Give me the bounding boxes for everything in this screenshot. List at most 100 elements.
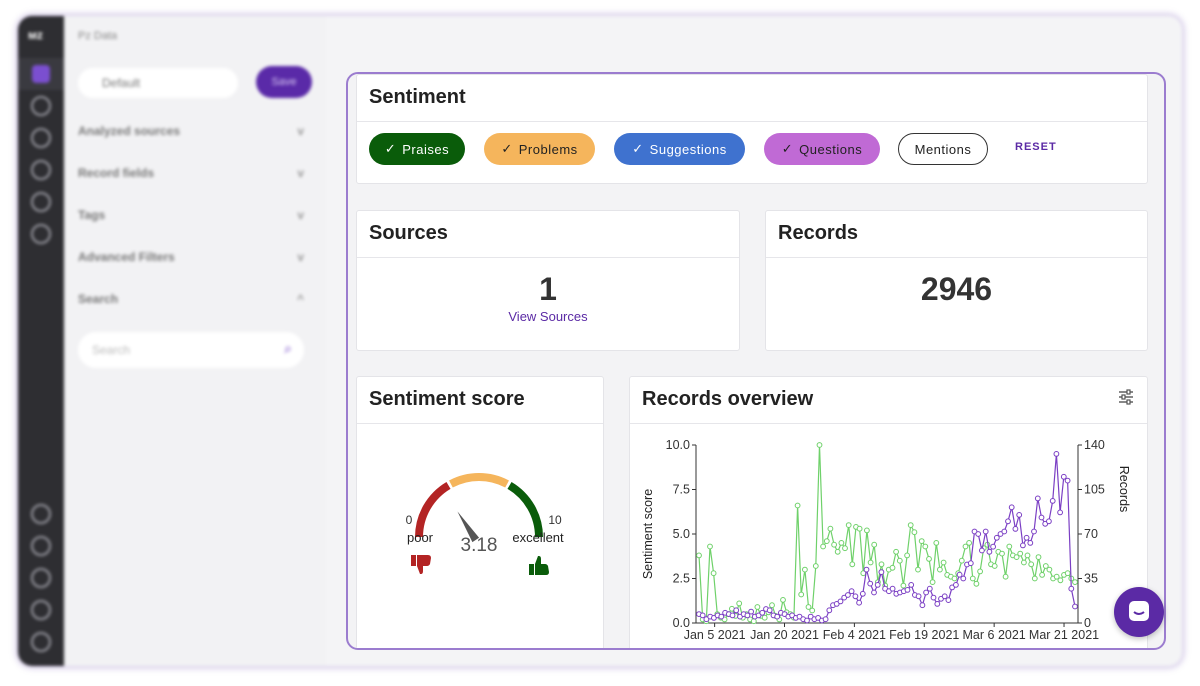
filter-search[interactable]: Search ^: [78, 292, 304, 306]
chevron-down-icon: v: [297, 250, 304, 264]
divider: [766, 257, 1147, 258]
records-title: Records: [778, 222, 859, 244]
data-point: [1023, 534, 1030, 541]
check-icon: ✓: [384, 141, 397, 156]
breadcrumb[interactable]: Pz Data: [78, 30, 118, 42]
chip-mentions[interactable]: Mentions: [898, 133, 988, 165]
data-point: [766, 607, 773, 614]
data-point: [1039, 572, 1046, 578]
data-point: [904, 552, 911, 559]
help-icon[interactable]: [31, 536, 51, 556]
data-point: [1017, 550, 1024, 557]
chart-icon[interactable]: [31, 128, 51, 148]
y-tick-label: 7.5: [673, 483, 690, 497]
chip-praises[interactable]: ✓ Praises: [369, 133, 465, 165]
data-point: [926, 585, 933, 592]
data-point: [893, 548, 900, 555]
data-point: [816, 442, 823, 448]
y2-tick-label: 70: [1084, 527, 1098, 541]
rail-item-dashboard[interactable]: [18, 58, 64, 90]
data-point: [1021, 559, 1027, 566]
data-point: [1024, 552, 1031, 559]
check-icon: ✓: [632, 141, 644, 156]
data-point: [1002, 573, 1009, 580]
filter-analyzed-sources[interactable]: Analyzed sources v: [78, 124, 304, 138]
data-point: [863, 566, 870, 573]
y-tick-label: 10.0: [666, 438, 690, 452]
save-button[interactable]: Save: [256, 66, 312, 98]
divider: [630, 423, 1147, 424]
data-point: [707, 543, 713, 550]
chat-launcher-button[interactable]: [1114, 587, 1164, 637]
view-sources-link[interactable]: View Sources: [508, 309, 588, 324]
chip-problems[interactable]: ✓ Problems: [484, 133, 595, 165]
search-icon[interactable]: ⌕: [284, 340, 292, 356]
chevron-up-icon: ^: [296, 292, 304, 306]
thumbs-down-icon: [411, 555, 431, 574]
grid-icon[interactable]: [31, 600, 51, 620]
y-axis-label: Sentiment score: [641, 489, 655, 579]
data-point: [1064, 570, 1071, 577]
data-point: [982, 528, 989, 535]
data-point: [729, 612, 736, 619]
sentiment-gauge: 0 10 poor excellent 3.18: [406, 473, 564, 575]
gauge-arc-poor: [415, 481, 451, 538]
data-point: [1064, 477, 1071, 484]
y-tick-label: 0.0: [673, 616, 690, 630]
records-card: Records 2946: [765, 210, 1148, 351]
data-point: [804, 617, 810, 624]
sources-card: Sources 1 View Sources: [356, 210, 740, 351]
chevron-down-icon: v: [297, 208, 304, 222]
data-point: [878, 569, 885, 576]
data-point: [710, 570, 717, 577]
data-point: [966, 540, 973, 546]
sentiment-score-title: Sentiment score: [369, 388, 525, 410]
data-point: [1005, 518, 1011, 525]
filter-advanced[interactable]: Advanced Filters v: [78, 250, 304, 264]
data-point: [794, 502, 801, 509]
data-point: [967, 560, 974, 567]
sources-title: Sources: [369, 222, 448, 244]
data-point: [699, 612, 706, 619]
data-point: [956, 571, 963, 578]
data-point: [945, 597, 952, 604]
data-point: [867, 580, 874, 587]
chevron-down-icon: v: [297, 166, 304, 180]
chip-suggestions[interactable]: ✓ Suggestions: [614, 133, 745, 165]
data-point: [1012, 526, 1019, 532]
y2-tick-label: 105: [1084, 483, 1105, 497]
data-point: [960, 575, 967, 582]
data-point: [1027, 540, 1034, 546]
data-point: [878, 561, 885, 568]
data-point: [812, 563, 819, 569]
data-point: [889, 585, 896, 592]
data-point: [990, 543, 997, 550]
data-point: [1057, 577, 1064, 584]
document-icon[interactable]: [31, 96, 51, 116]
globe-icon[interactable]: [31, 160, 51, 180]
chip-questions[interactable]: ✓ Questions: [764, 133, 880, 165]
dashboard-select[interactable]: Default: [78, 68, 238, 98]
filter-record-fields[interactable]: Record fields v: [78, 166, 304, 180]
data-point: [856, 525, 863, 532]
user-icon[interactable]: [31, 568, 51, 588]
expand-icon[interactable]: [31, 632, 51, 652]
data-point: [809, 607, 816, 614]
data-point: [926, 556, 932, 562]
tag-icon[interactable]: [31, 192, 51, 212]
data-point: [1072, 603, 1078, 610]
data-point: [953, 582, 959, 588]
bell-icon[interactable]: [31, 504, 51, 524]
data-point: [826, 607, 833, 614]
x-tick-label: Mar 6 2021: [963, 628, 1026, 642]
sliders-icon[interactable]: [1118, 389, 1134, 408]
settings-icon[interactable]: [31, 224, 51, 244]
y2-tick-label: 0: [1084, 616, 1091, 630]
data-point: [904, 587, 911, 593]
reset-button[interactable]: RESET: [1015, 141, 1057, 153]
search-input[interactable]: Search ⌕: [78, 332, 304, 368]
filter-tags[interactable]: Tags v: [78, 208, 304, 222]
data-point: [838, 540, 845, 546]
y-tick-label: 2.5: [673, 572, 690, 586]
data-point: [979, 547, 985, 554]
